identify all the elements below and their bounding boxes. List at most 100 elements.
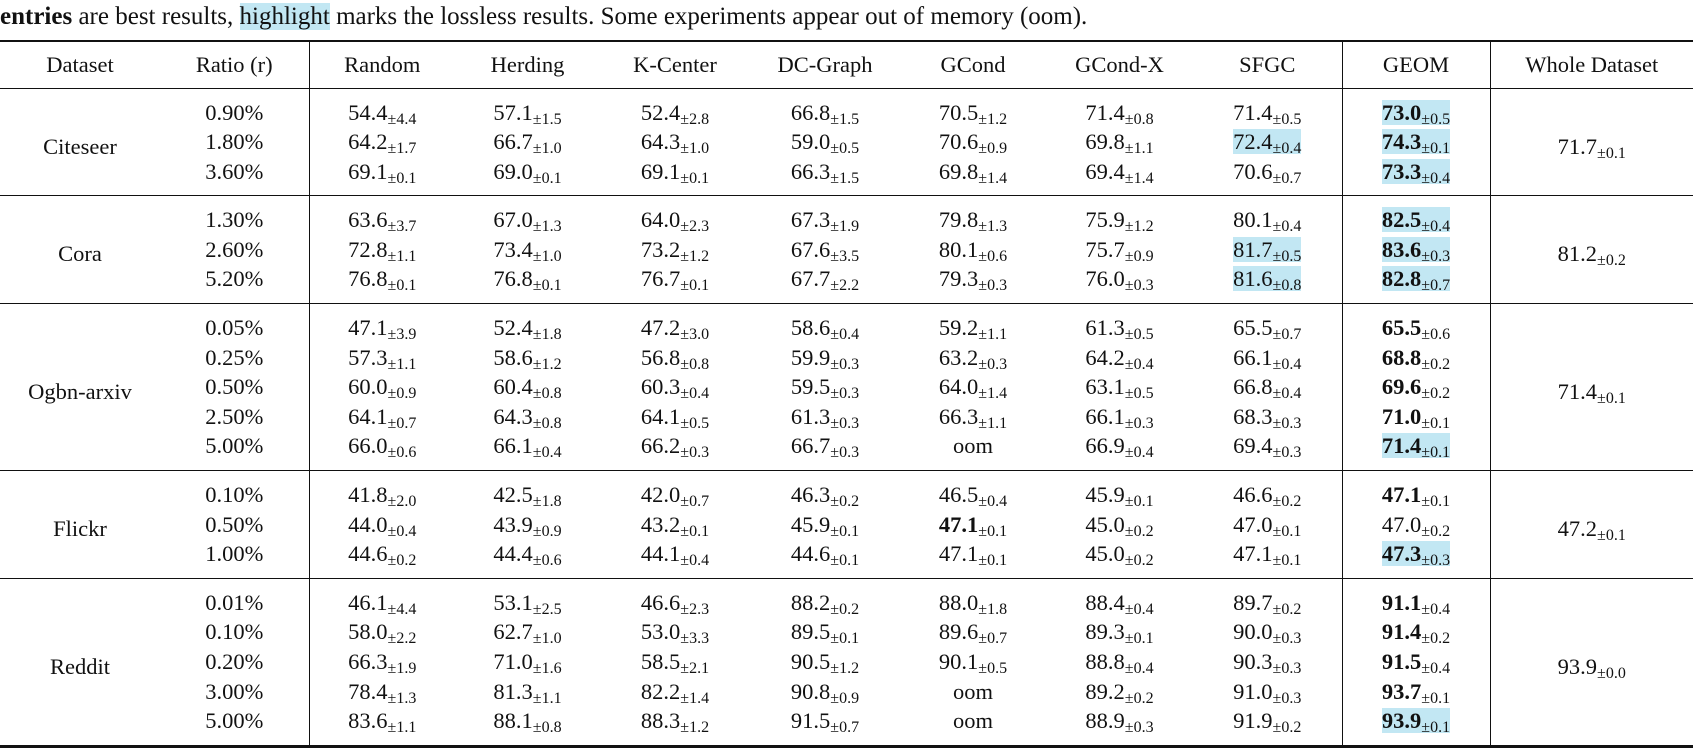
cell-std: ±1.8 bbox=[532, 326, 562, 344]
cell-value: 73.2 bbox=[640, 236, 681, 262]
cell-value: 91.1 bbox=[1381, 589, 1422, 615]
cell-std: ±0.4 bbox=[1124, 600, 1154, 618]
result-cell: 88.8±0.4 bbox=[1046, 647, 1193, 677]
cell-std: ±0.1 bbox=[1421, 414, 1451, 432]
cell-content: 45.9±0.1 bbox=[1085, 482, 1153, 510]
cell-content: 47.2±0.1 bbox=[1558, 516, 1626, 544]
cell-content: 90.3±0.3 bbox=[1233, 649, 1301, 677]
cell-value: 64.1 bbox=[348, 403, 388, 429]
result-cell: 47.1±3.9 bbox=[308, 303, 455, 343]
cell-std: ±0.0 bbox=[1597, 664, 1626, 682]
cell-std: ±0.5 bbox=[830, 140, 860, 158]
cell-std: ±2.2 bbox=[387, 630, 417, 648]
cell-value: 59.2 bbox=[938, 315, 979, 341]
cell-content: 47.1±0.1 bbox=[939, 512, 1007, 540]
cell-std: ±0.1 bbox=[1597, 144, 1626, 162]
cell-content: 69.1±0.1 bbox=[348, 159, 416, 187]
cell-value: 88.1 bbox=[493, 708, 533, 734]
result-cell: 45.0±0.2 bbox=[1046, 539, 1193, 578]
result-cell: 68.3±0.3 bbox=[1193, 402, 1342, 432]
cell-value: 58.0 bbox=[348, 619, 388, 645]
cell-value: 89.7 bbox=[1233, 589, 1273, 615]
cell-content: 64.2±0.4 bbox=[1085, 345, 1153, 373]
cell-content: 67.6±3.5 bbox=[791, 237, 860, 265]
result-cell: 71.0±0.1 bbox=[1341, 401, 1490, 432]
cell-value: 64.3 bbox=[640, 129, 681, 155]
result-cell: 46.5±0.4 bbox=[900, 471, 1046, 510]
caption-part: are best results, bbox=[72, 3, 240, 30]
result-cell: 64.2±0.4 bbox=[1046, 343, 1193, 373]
result-cell: 69.1±0.1 bbox=[600, 157, 750, 196]
cell-content: 79.8±1.3 bbox=[939, 207, 1007, 235]
cell-content: 44.6±0.2 bbox=[348, 541, 416, 569]
cell-value: 68.3 bbox=[1233, 403, 1273, 429]
cell-std: ±0.4 bbox=[1272, 355, 1302, 373]
cell-std: ±1.6 bbox=[532, 660, 562, 677]
result-cell: 93.7±0.1 bbox=[1341, 676, 1490, 707]
data-row: 5.00% 83.6±1.1 88.1±0.8 88.3±1.2 91.5±0.7 oom… bbox=[0, 706, 1693, 747]
data-row: 0.25% 57.3±1.1 58.6±1.2 56.8±0.8 59.9±0.3 63.… bbox=[0, 342, 1693, 373]
cell-value: 47.2 bbox=[640, 315, 681, 341]
cell-std: ±1.1 bbox=[1124, 140, 1154, 158]
cell-std: ±3.5 bbox=[830, 247, 860, 265]
cell-content: 73.3±0.4 bbox=[1381, 158, 1451, 186]
cell-content: 47.2±3.0 bbox=[640, 315, 709, 343]
cell-content: 64.1±0.5 bbox=[641, 404, 709, 432]
data-row: 3.00% 78.4±1.3 81.3±1.1 82.2±1.4 90.8±0.9 oom… bbox=[0, 676, 1693, 707]
cell-value: 61.3 bbox=[790, 403, 831, 429]
result-cell: 47.0±0.2 bbox=[1341, 509, 1490, 540]
result-cell: 66.1±0.3 bbox=[1046, 402, 1193, 432]
cell-content: 76.0±0.3 bbox=[1085, 266, 1153, 294]
cell-content: 81.6±0.8 bbox=[1233, 266, 1302, 294]
cell-value: 83.6 bbox=[348, 708, 388, 734]
cell-value: 73.0 bbox=[1381, 99, 1422, 125]
cell-value: 69.4 bbox=[1085, 158, 1125, 184]
result-cell: 60.3±0.4 bbox=[600, 372, 750, 402]
result-cell: 76.8±0.1 bbox=[308, 264, 455, 304]
cell-content: 46.5±0.4 bbox=[939, 482, 1007, 510]
cell-content: 81.7±0.5 bbox=[1233, 236, 1302, 264]
cell-value: 82.2 bbox=[640, 678, 681, 704]
cell-value: 47.1 bbox=[1381, 482, 1422, 508]
column-header: DC-Graph bbox=[777, 51, 873, 77]
cell-content: 66.0±0.6 bbox=[348, 433, 416, 461]
result-cell: 75.7±0.9 bbox=[1046, 235, 1193, 265]
cell-std: ±0.3 bbox=[830, 355, 860, 373]
data-row: 1.80% 64.2±1.7 66.7±1.0 64.3±1.0 59.0±0.5 70.… bbox=[0, 127, 1693, 157]
cell-std: ±0.4 bbox=[830, 326, 860, 344]
data-row: Cora 1.30% 63.6±3.7 67.0±1.3 64.0±2.3 67.3±1.… bbox=[0, 195, 1693, 304]
result-cell: 78.4±1.3 bbox=[308, 676, 455, 707]
caption-part: entries bbox=[0, 3, 73, 30]
results-table: Dataset Ratio (r) Random Herding K-Center DC-… bbox=[0, 40, 1693, 748]
cell-std: ±0.4 bbox=[1124, 444, 1154, 462]
result-cell: 64.3±1.0 bbox=[600, 127, 750, 157]
result-cell: 90.8±0.9 bbox=[750, 677, 900, 707]
cell-std: ±0.7 bbox=[1421, 277, 1451, 295]
cell-content: 65.5±0.6 bbox=[1382, 315, 1450, 343]
ratio: 0.01% bbox=[205, 589, 264, 615]
cell-content: 70.6±0.7 bbox=[1233, 159, 1301, 187]
result-cell: 70.6±0.9 bbox=[900, 127, 1046, 157]
cell-value: 42.0 bbox=[640, 482, 681, 508]
cell-std: ±4.4 bbox=[387, 600, 417, 618]
cell-value: 69.8 bbox=[1085, 129, 1125, 155]
cell-content: 66.2±0.3 bbox=[641, 433, 709, 461]
result-cell: 69.4±1.4 bbox=[1046, 157, 1193, 196]
cell-value: 70.5 bbox=[938, 99, 979, 125]
cell-std: ±1.8 bbox=[978, 600, 1008, 618]
cell-value: 53.0 bbox=[640, 619, 681, 645]
result-cell: 61.3±0.3 bbox=[750, 402, 900, 432]
cell-std: ±0.1 bbox=[830, 552, 860, 570]
cell-std: ±0.3 bbox=[1421, 247, 1451, 265]
cell-content: 91.4±0.2 bbox=[1382, 619, 1450, 647]
cell-content: 44.1±0.4 bbox=[641, 541, 709, 569]
cell-content: 88.2±0.2 bbox=[791, 590, 859, 618]
cell-value: 64.3 bbox=[493, 403, 533, 429]
cell-value: 93.9 bbox=[1557, 653, 1598, 679]
result-cell: 90.1±0.5 bbox=[900, 647, 1046, 677]
cell-content: 47.1±3.9 bbox=[348, 315, 416, 343]
cell-value: 82.5 bbox=[1381, 207, 1422, 233]
header-row: Dataset Ratio (r) Random Herding K-Center DC-… bbox=[0, 41, 1693, 88]
cell-std: ±0.7 bbox=[1272, 326, 1302, 344]
cell-content: 82.8±0.7 bbox=[1381, 266, 1451, 295]
